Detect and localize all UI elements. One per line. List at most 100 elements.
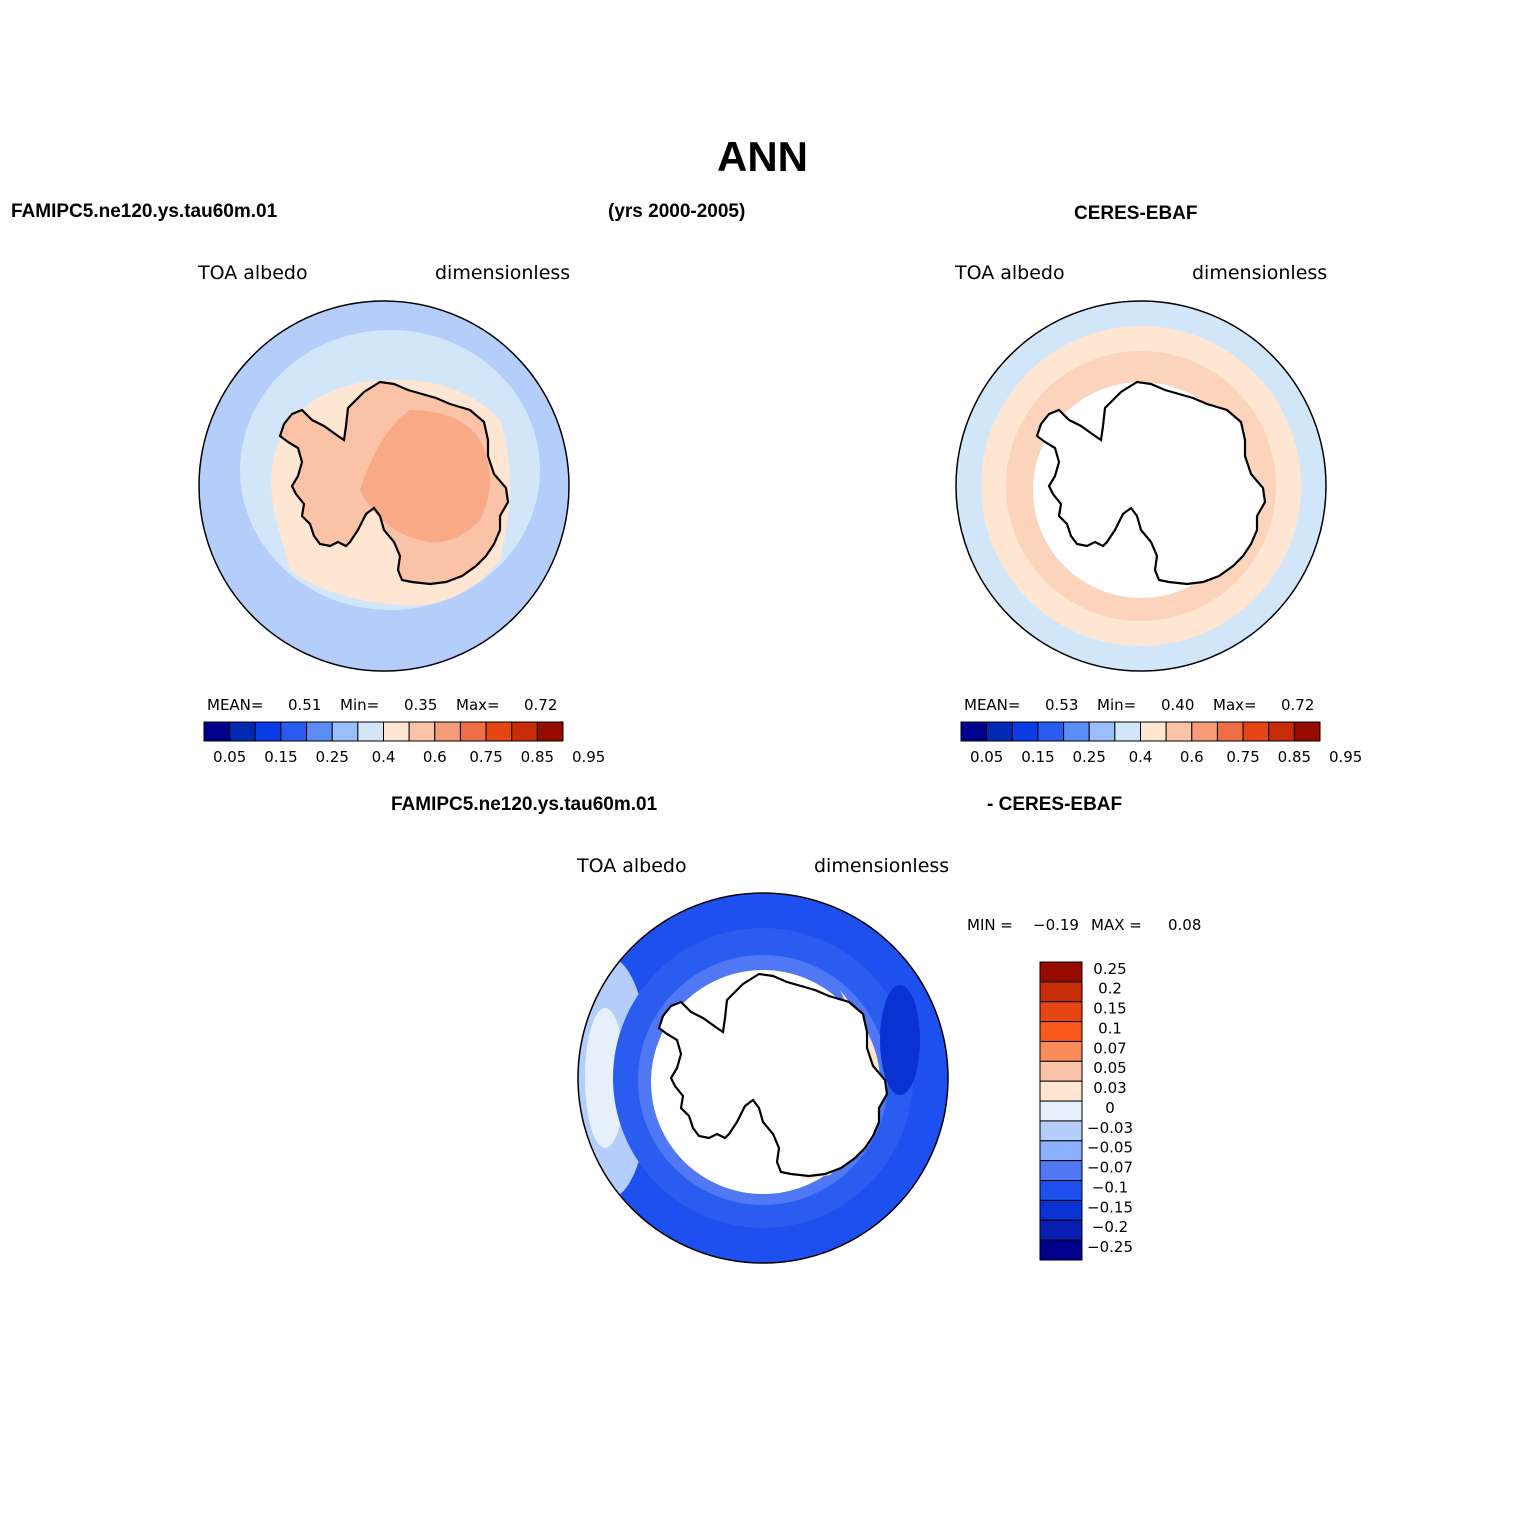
model-colorbar-swatch [485,721,513,742]
obs-mean-value: 0.53 [1045,696,1079,714]
obs-colorbar-swatch [1140,721,1167,742]
diff-units-label: dimensionless [814,855,950,877]
model-colorbar-swatch [536,721,564,742]
diff-max-value: 0.08 [1168,916,1202,934]
diff-max-label: MAX = [1091,916,1142,934]
model-colorbar-swatch [383,721,410,742]
model-colorbar-swatch [459,721,487,742]
model-colorbar-tick-label: 0.15 [264,748,297,766]
model-colorbar-swatch [306,721,333,742]
obs-colorbar-tick-label: 0.15 [1021,748,1054,766]
figure-title: ANN [717,133,808,180]
model-colorbar-swatch [357,721,385,742]
obs-colorbar: 0.05 0.15 0.25 0.4 0.6 0.75 0.85 0.95 [960,721,1362,766]
diff-colorbar-swatch [1039,1160,1083,1182]
model-colorbar-tick-label: 0.25 [316,748,349,766]
obs-colorbar-swatch [1191,721,1218,742]
obs-colorbar-swatch [1063,721,1090,742]
model-colorbar-swatch [434,721,461,742]
model-colorbar-swatch [331,721,359,742]
diff-colorbar-tick-label: −0.15 [1087,1198,1133,1216]
diff-colorbar-swatch [1039,1239,1083,1261]
model-case-title: FAMIPC5.ne120.ys.tau60m.01 [11,201,278,222]
model-variable-label: TOA albedo [198,262,308,284]
diff-colorbar-swatch [1039,1100,1083,1122]
diff-colorbar-swatch [1039,1199,1083,1221]
obs-map-border [955,300,1327,672]
diff-colorbar-swatch [1039,1021,1083,1042]
model-colorbar-swatch [280,721,308,742]
obs-colorbar-swatch [1242,721,1270,742]
diff-colorbar-tick-label: −0.2 [1092,1218,1128,1236]
obs-colorbar-tick-label: 0.85 [1278,748,1311,766]
model-colorbar-tick-label: 0.85 [521,748,554,766]
model-max-value: 0.72 [524,696,558,714]
obs-colorbar-swatch [1216,721,1244,742]
model-colorbar-tick-label: 0.6 [423,748,447,766]
obs-mean-label: MEAN= [964,696,1021,714]
diff-variable-label: TOA albedo [577,855,687,877]
period-title: (yrs 2000-2005) [608,201,746,222]
model-colorbar-swatch [408,721,436,742]
obs-colorbar-swatch [1114,721,1142,742]
obs-colorbar-tick-label: 0.05 [970,748,1003,766]
diff-colorbar-tick-label: −0.03 [1087,1119,1133,1137]
diff-colorbar-tick-label: 0 [1105,1099,1115,1117]
diff-map-border [577,892,949,1264]
diff-colorbar-tick-label: −0.07 [1087,1159,1133,1177]
diff-colorbar-tick-label: 0.2 [1098,980,1122,998]
diff-colorbar-tick-label: 0.05 [1093,1059,1126,1077]
diff-colorbar-tick-label: 0.15 [1093,1000,1126,1018]
obs-colorbar-tick-label: 0.95 [1329,748,1362,766]
diff-case-title-left: FAMIPC5.ne120.ys.tau60m.01 [391,794,658,815]
obs-max-value: 0.72 [1281,696,1315,714]
diff-colorbar-swatch [1039,1060,1083,1082]
model-colorbar: 0.05 0.15 0.25 0.4 0.6 0.75 0.85 0.95 [203,721,605,766]
diff-colorbar-tick-label: 0.25 [1093,960,1126,978]
obs-colorbar-swatch [1011,721,1039,742]
diff-colorbar-tick-label: −0.1 [1092,1178,1128,1196]
obs-units-label: dimensionless [1192,262,1328,284]
model-units-label: dimensionless [435,262,571,284]
obs-colorbar-swatch [960,721,988,742]
diff-colorbar-swatch [1039,1140,1083,1162]
model-colorbar-tick-label: 0.95 [572,748,605,766]
diff-colorbar-swatch [1039,1040,1083,1062]
obs-case-title: CERES-EBAF [1074,203,1198,224]
obs-colorbar-swatch [1037,721,1065,742]
obs-colorbar-swatch [1268,721,1295,742]
model-colorbar-swatch [229,721,256,742]
obs-colorbar-swatch [1088,721,1116,742]
model-max-label: Max= [456,696,500,714]
model-map-border [198,300,570,672]
obs-colorbar-tick-label: 0.75 [1226,748,1259,766]
obs-min-label: Min= [1097,696,1137,714]
diff-colorbar-tick-label: 0.07 [1093,1039,1126,1057]
diff-colorbar-swatch [1039,1120,1083,1142]
diff-map [578,893,948,1263]
model-map [199,301,569,671]
model-colorbar-tick-label: 0.75 [469,748,502,766]
model-mean-value: 0.51 [288,696,322,714]
obs-min-value: 0.40 [1161,696,1195,714]
diff-min-value: −0.19 [1033,916,1079,934]
obs-colorbar-tick-label: 0.6 [1180,748,1204,766]
diff-min-label: MIN = [967,916,1013,934]
diff-colorbar-tick-label: −0.25 [1087,1238,1133,1256]
diff-colorbar-swatch [1039,981,1083,1003]
model-colorbar-swatch [203,721,231,742]
obs-colorbar-tick-label: 0.25 [1073,748,1106,766]
diff-colorbar: 0.25 0.2 0.150.1 0.07 0.05 0.03 0 −0.03 −0.05 −0.… [1039,960,1133,1261]
obs-max-label: Max= [1213,696,1257,714]
diff-colorbar-swatch [1039,1001,1083,1023]
model-min-label: Min= [340,696,380,714]
obs-colorbar-tick-label: 0.4 [1129,748,1153,766]
obs-colorbar-swatch [1293,721,1321,742]
diff-colorbar-swatch [1039,961,1083,983]
model-colorbar-swatch [254,721,282,742]
obs-variable-label: TOA albedo [955,262,1065,284]
obs-map [956,301,1326,671]
diff-case-title-right: - CERES-EBAF [987,794,1123,815]
diff-colorbar-swatch [1039,1219,1083,1241]
